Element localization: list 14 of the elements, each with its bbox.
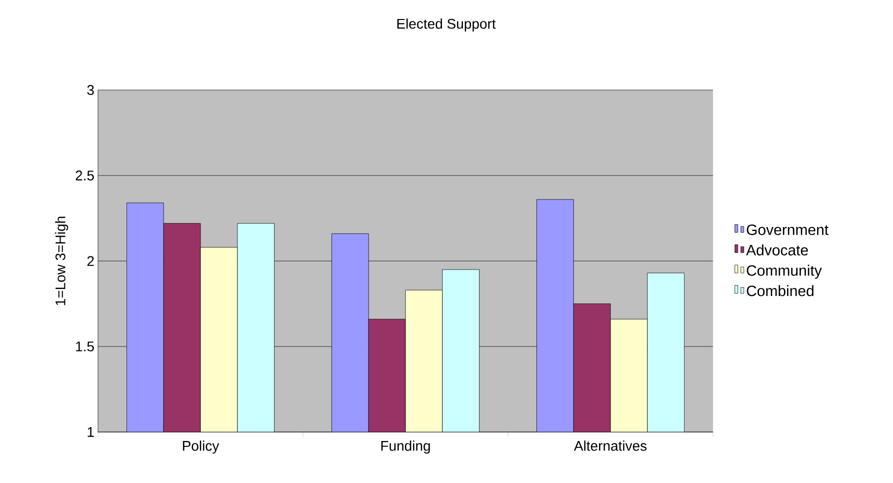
legend-label: Combined [746, 285, 814, 296]
legend-label: Advocate [746, 244, 808, 256]
x-tick-label: Alternatives [574, 440, 647, 451]
y-tick-label: 3 [87, 85, 94, 95]
y-axis-title: 1=Low 3=High [55, 216, 68, 306]
y-tick-label: 1 [88, 427, 94, 437]
y-tick-label: 2.5 [76, 170, 94, 180]
chart-title: Elected Support [397, 18, 496, 32]
y-tick-label: 2 [87, 256, 94, 266]
legend-label: Government [746, 224, 828, 236]
y-tick-label: 1.5 [76, 342, 94, 352]
legend-label: Community [746, 264, 822, 279]
x-tick-label: Policy [182, 440, 220, 454]
x-tick-label: Funding [381, 440, 430, 454]
